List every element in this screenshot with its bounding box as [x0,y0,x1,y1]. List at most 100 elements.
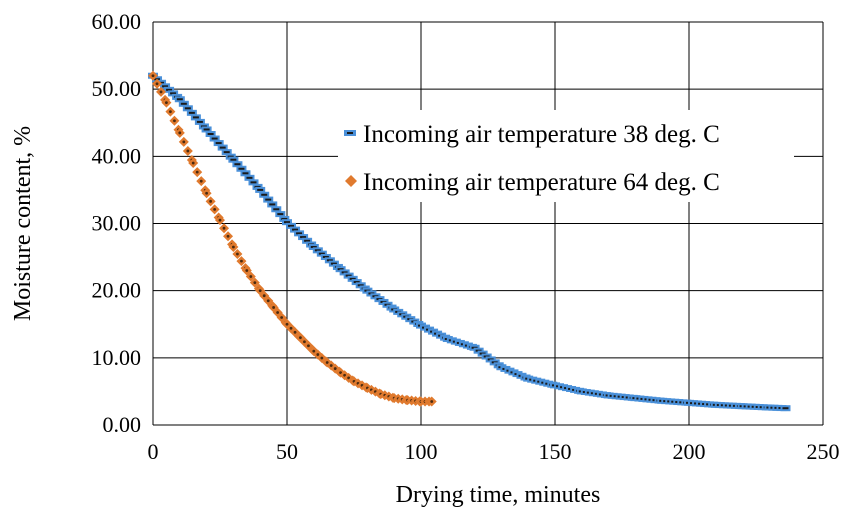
data-point-64-core [253,281,257,285]
data-point-64-core [258,289,262,293]
data-point-64-core [249,275,253,278]
data-point-38-core [357,284,364,287]
data-point-64-core [226,234,230,238]
data-point-64-core [285,322,289,326]
data-point-38-core [349,277,356,280]
data-point-38-core [215,142,222,145]
data-point-64-core [169,110,172,114]
data-point-38-core [230,158,237,161]
y-axis-title: Moisture content, % [10,126,36,321]
data-point-64-core [199,179,203,183]
data-point-64-core [178,131,182,135]
data-point-38-core [782,407,789,410]
grid [152,21,824,426]
data-point-64-core [303,340,306,344]
data-point-38-core [310,246,317,249]
data-point-64-core [159,90,163,94]
data-point-64-core [430,400,434,403]
data-point-38-core [341,271,348,274]
data-point-38-core [269,203,276,206]
data-point-38-core [314,249,321,252]
data-point-64-core [151,74,155,78]
data-point-64-core [240,259,243,263]
data-point-64-core [339,371,342,375]
x-tick-label: 50 [276,439,298,464]
data-point-64-core [195,170,199,174]
data-point-38-core [227,155,234,158]
data-point-64-core [343,373,347,377]
data-point-64-core [165,101,168,104]
data-point-64-core [262,294,266,298]
data-point-38-core [211,137,218,140]
data-point-64-core [213,207,217,211]
data-point-38-core [292,228,299,231]
data-point-38-core [326,259,333,262]
data-point-64-core [289,326,293,330]
data-point-64-core [186,149,190,153]
data-point-64-core [155,82,159,86]
y-tick-label: 30.00 [92,211,142,236]
data-point-38-core [265,198,272,201]
data-point-64-core [209,199,213,203]
data-point-64-core [222,226,226,230]
data-point-38-core [330,262,337,265]
data-point-38-core [246,176,253,179]
x-tick-label: 150 [539,439,572,464]
data-point-38-core [188,111,195,114]
data-point-64-core [191,161,195,165]
data-point-38-core [200,125,207,128]
data-point-38-core [261,193,268,196]
data-point-38-core [284,221,290,224]
series-64-deg [148,70,437,407]
data-point-38-core [180,102,187,105]
y-tick-label: 20.00 [92,278,142,303]
data-point-64-core [266,299,270,303]
data-point-38-core [353,281,360,284]
data-point-38-core [337,268,344,271]
data-point-38-core [296,232,303,235]
data-point-64-core [245,269,249,272]
data-point-64-core [299,336,302,340]
data-point-64-core [182,140,186,144]
data-point-38-core [234,163,241,166]
data-point-64-core [173,119,176,123]
data-point-64-core [236,252,239,256]
x-axis-title: Drying time, minutes [396,482,601,508]
data-point-38-core [273,208,280,211]
data-point-64-core [232,245,235,249]
y-tick-label: 60.00 [92,9,142,34]
data-point-64-core [325,361,329,364]
y-tick-label: 40.00 [92,143,142,168]
axes: 0.00 10.00 20.00 30.00 40.00 50.00 60.00 0 50 100… [10,9,840,508]
data-point-64-core [280,316,284,319]
data-point-38-core [345,274,352,277]
data-point-64-core [218,218,222,222]
data-point-38-core [242,172,249,175]
data-point-38-core [304,239,311,242]
legend-label-38: Incoming air temperature 38 deg. C [363,121,720,148]
data-point-38-core [192,116,199,119]
data-point-38-core [176,98,183,101]
data-point-38-core [318,252,325,255]
data-point-38-core [162,85,169,88]
x-tick-label: 100 [405,439,438,464]
series-layer [148,70,791,412]
data-point-64-core [347,376,351,380]
y-tick-label: 50.00 [92,76,142,101]
data-point-38-core [170,92,177,95]
data-point-64-core [320,356,324,360]
data-point-64-core [272,306,275,309]
x-tick-label: 250 [807,439,840,464]
data-point-64-core [316,353,320,356]
data-point-38-core [207,133,214,136]
legend-marker-64 [345,175,357,187]
data-point-64-core [205,191,209,195]
data-point-38-core [223,151,230,154]
data-point-64-core [333,367,337,370]
x-tick-label: 200 [673,439,706,464]
data-point-64-core [307,344,310,348]
data-point-38-core [184,107,191,110]
data-point-38-core [166,88,173,91]
